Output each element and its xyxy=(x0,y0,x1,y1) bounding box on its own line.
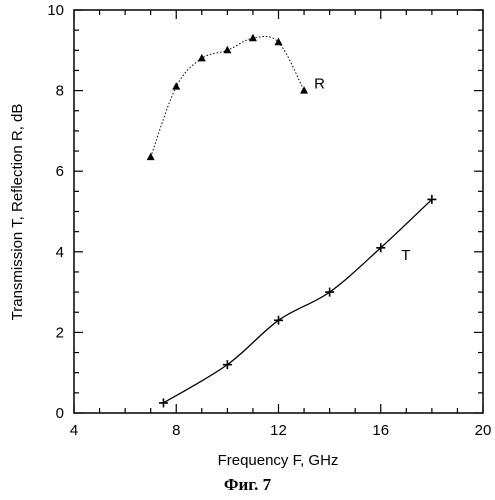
x-tick-label: 8 xyxy=(172,422,180,439)
series-t-point xyxy=(158,398,168,408)
x-tick-label: 4 xyxy=(70,422,78,439)
plot-frame xyxy=(73,9,484,414)
series-r-point xyxy=(248,33,257,42)
series-t-label: T xyxy=(401,247,410,264)
y-tick-label: 0 xyxy=(56,405,64,422)
x-tick-label: 20 xyxy=(475,422,492,439)
series-r-point xyxy=(146,152,155,161)
series-r-point xyxy=(300,86,309,94)
x-tick-label: 16 xyxy=(372,422,389,439)
series-t-point xyxy=(274,315,283,325)
series-r-point xyxy=(172,82,181,90)
series-t-point xyxy=(325,287,335,297)
series-t-point xyxy=(376,243,386,253)
y-tick-label: 8 xyxy=(56,83,64,100)
series-t-line xyxy=(163,198,433,404)
tick-labels: 4 8 12 16 20 0 2 4 6 8 10 xyxy=(47,2,491,439)
y-tick-label: 10 xyxy=(47,2,64,19)
series-r-line xyxy=(150,35,305,158)
y-tick-label: 6 xyxy=(56,163,64,180)
series-r-point xyxy=(274,37,283,46)
y-axis-title: Transmission T, Reflection R, dB xyxy=(9,104,26,321)
x-tick-label: 12 xyxy=(270,422,287,439)
axis-ticks xyxy=(73,9,484,414)
series-r-point xyxy=(197,53,206,62)
series-r-label: R xyxy=(314,76,325,93)
series-r-point xyxy=(223,45,232,54)
series-t-point xyxy=(427,194,437,204)
series-layer: RT xyxy=(146,33,437,408)
y-tick-label: 2 xyxy=(56,324,64,341)
x-axis-title: Frequency F, GHz xyxy=(218,452,339,469)
y-tick-label: 4 xyxy=(56,244,64,261)
figure-caption: Фиг. 7 xyxy=(223,475,272,494)
series-t-point xyxy=(222,360,232,370)
